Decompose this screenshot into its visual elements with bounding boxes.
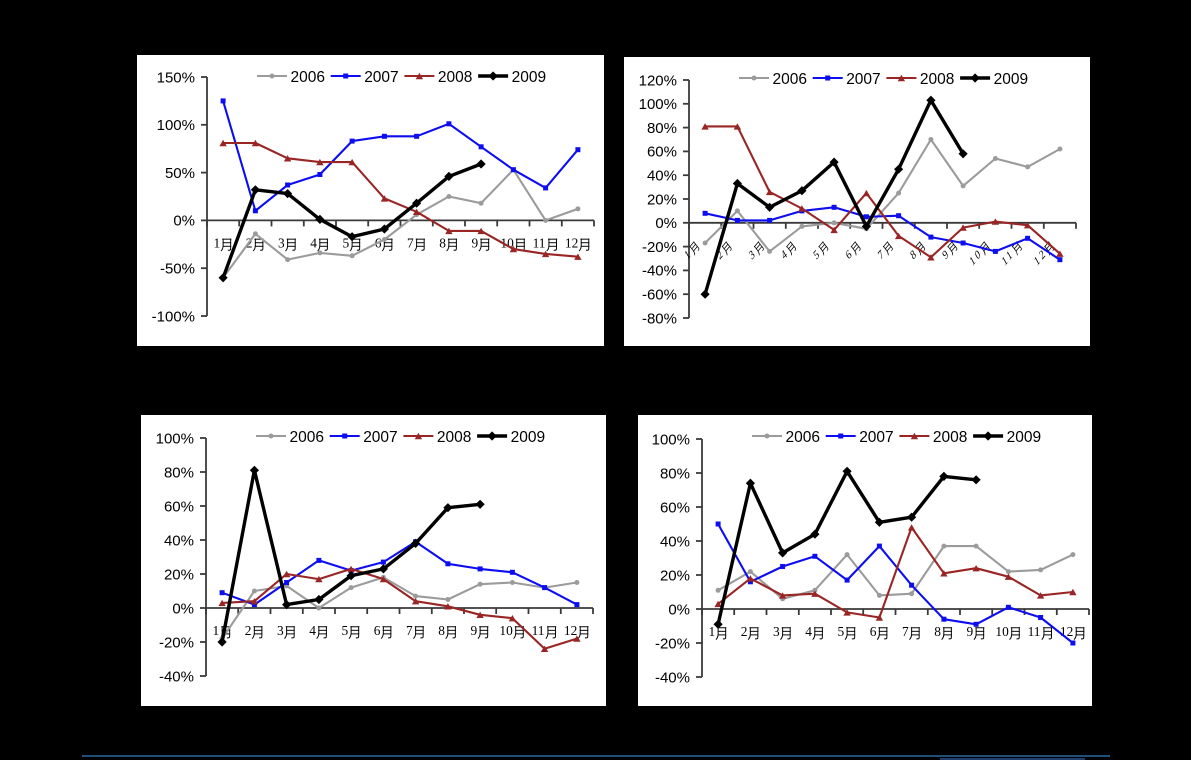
svg-text:2007: 2007 [846, 71, 880, 88]
svg-text:0%: 0% [173, 213, 195, 230]
svg-text:1: 1 [682, 248, 693, 262]
svg-text:20%: 20% [647, 191, 677, 208]
svg-text:2008: 2008 [438, 69, 472, 86]
svg-text:0%: 0% [172, 600, 194, 617]
svg-text:2007: 2007 [363, 429, 397, 446]
svg-text:-50%: -50% [160, 261, 195, 278]
svg-text:-20%: -20% [655, 635, 690, 652]
svg-text:5: 5 [811, 248, 822, 262]
svg-text:100%: 100% [639, 96, 677, 113]
svg-text:12: 12 [565, 235, 578, 250]
svg-text:12: 12 [1060, 624, 1073, 639]
svg-text:1: 1 [709, 624, 716, 639]
svg-text:6: 6 [843, 248, 854, 262]
svg-text:2009: 2009 [512, 69, 546, 86]
svg-text:3: 3 [277, 623, 284, 638]
svg-text:2008: 2008 [437, 429, 471, 446]
svg-text:60%: 60% [660, 499, 690, 516]
svg-text:3: 3 [746, 248, 758, 263]
svg-text:9: 9 [472, 235, 479, 250]
svg-text:-60%: -60% [642, 287, 677, 304]
svg-text:-40%: -40% [159, 668, 194, 685]
svg-text:4: 4 [805, 624, 812, 639]
svg-text:5: 5 [343, 235, 350, 250]
svg-text:100%: 100% [157, 117, 195, 134]
svg-text:4: 4 [309, 623, 316, 638]
svg-text:-80%: -80% [642, 310, 677, 327]
svg-text:60%: 60% [647, 144, 677, 161]
svg-text:2008: 2008 [933, 429, 967, 446]
svg-text:2009: 2009 [511, 429, 545, 446]
svg-text:7: 7 [902, 624, 909, 639]
svg-text:5: 5 [838, 624, 845, 639]
svg-text:150%: 150% [157, 69, 195, 86]
svg-text:4: 4 [310, 235, 317, 250]
svg-text:2: 2 [741, 624, 748, 639]
svg-text:1: 1 [213, 623, 220, 638]
svg-text:40%: 40% [660, 533, 690, 550]
svg-text:9: 9 [940, 248, 951, 262]
svg-text:11: 11 [533, 235, 546, 250]
svg-text:10: 10 [499, 623, 513, 638]
svg-text:100%: 100% [652, 431, 690, 448]
svg-text:6: 6 [374, 623, 381, 638]
svg-text:8: 8 [908, 248, 919, 262]
svg-text:11: 11 [1028, 624, 1041, 639]
svg-text:12: 12 [564, 623, 577, 638]
svg-text:2007: 2007 [859, 429, 893, 446]
svg-text:3: 3 [278, 235, 285, 250]
svg-text:9: 9 [967, 624, 974, 639]
svg-text:-100%: -100% [152, 308, 195, 325]
svg-text:6: 6 [870, 624, 877, 639]
svg-text:3: 3 [773, 624, 780, 639]
svg-text:-20%: -20% [642, 239, 677, 256]
svg-text:2006: 2006 [786, 429, 820, 446]
svg-text:20%: 20% [164, 566, 194, 583]
svg-text:2008: 2008 [920, 71, 954, 88]
svg-text:7: 7 [407, 235, 414, 250]
svg-text:1: 1 [214, 235, 221, 250]
svg-text:2: 2 [245, 623, 252, 638]
svg-text:2: 2 [714, 248, 725, 262]
svg-text:-40%: -40% [642, 263, 677, 280]
svg-text:80%: 80% [660, 465, 690, 482]
svg-text:0%: 0% [668, 601, 690, 618]
svg-text:120%: 120% [639, 72, 677, 89]
svg-text:2009: 2009 [994, 71, 1028, 88]
svg-text:8: 8 [439, 235, 446, 250]
svg-text:40%: 40% [647, 168, 677, 185]
svg-text:8: 8 [934, 624, 941, 639]
svg-text:80%: 80% [647, 120, 677, 137]
svg-text:9: 9 [471, 623, 478, 638]
svg-text:40%: 40% [164, 532, 194, 549]
svg-text:0%: 0% [655, 215, 677, 232]
svg-text:11: 11 [532, 623, 545, 638]
svg-text:2006: 2006 [773, 71, 807, 88]
svg-text:7: 7 [406, 623, 413, 638]
svg-text:2007: 2007 [364, 69, 398, 86]
svg-text:5: 5 [342, 623, 349, 638]
svg-text:-20%: -20% [159, 634, 194, 651]
svg-text:2006: 2006 [290, 429, 324, 446]
svg-text:8: 8 [438, 623, 445, 638]
svg-text:4: 4 [779, 248, 790, 262]
svg-text:7: 7 [876, 248, 887, 262]
svg-text:80%: 80% [164, 464, 194, 481]
svg-text:-40%: -40% [655, 669, 690, 686]
svg-text:2009: 2009 [1007, 429, 1041, 446]
svg-text:100%: 100% [156, 430, 194, 447]
svg-text:60%: 60% [164, 498, 194, 515]
svg-text:10: 10 [995, 624, 1009, 639]
svg-text:2006: 2006 [291, 69, 325, 86]
svg-text:20%: 20% [660, 567, 690, 584]
svg-text:50%: 50% [165, 165, 195, 182]
